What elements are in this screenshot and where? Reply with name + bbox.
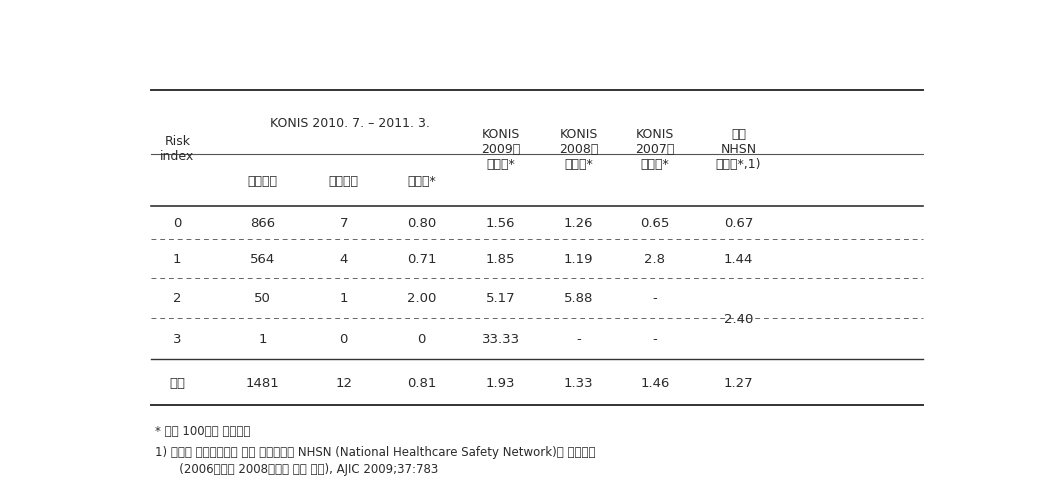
Text: 0: 0 — [173, 216, 181, 229]
Text: 감염률*: 감염률* — [408, 174, 436, 187]
Text: 0.65: 0.65 — [640, 216, 670, 229]
Text: 1.93: 1.93 — [486, 376, 516, 389]
Text: 33.33: 33.33 — [481, 332, 520, 345]
Text: KONIS
2008년
감염률*: KONIS 2008년 감염률* — [559, 127, 598, 170]
Text: 2.8: 2.8 — [645, 253, 665, 265]
Text: 1: 1 — [258, 332, 267, 345]
Text: 7: 7 — [340, 216, 348, 229]
Text: 564: 564 — [250, 253, 276, 265]
Text: (2006년부터 2008년까지 감시 결과), AJIC 2009;37:783: (2006년부터 2008년까지 감시 결과), AJIC 2009;37:78… — [168, 462, 438, 475]
Text: 5.17: 5.17 — [485, 292, 516, 305]
Text: -: - — [653, 332, 657, 345]
Text: 0.80: 0.80 — [407, 216, 436, 229]
Text: 1.26: 1.26 — [564, 216, 593, 229]
Text: -: - — [653, 292, 657, 305]
Text: 1.44: 1.44 — [724, 253, 754, 265]
Text: 2: 2 — [173, 292, 181, 305]
Text: 1) 미국의 의료관련감염 감시 네트워크인 NHSN (National Healthcare Safety Network)의 결과보고: 1) 미국의 의료관련감염 감시 네트워크인 NHSN (National He… — [155, 445, 596, 458]
Text: 1.56: 1.56 — [486, 216, 516, 229]
Text: 2.40: 2.40 — [724, 312, 754, 325]
Text: 1: 1 — [340, 292, 348, 305]
Text: 0.81: 0.81 — [407, 376, 436, 389]
Text: 1.19: 1.19 — [564, 253, 593, 265]
Text: 감염건수: 감염건수 — [329, 174, 358, 187]
Text: 50: 50 — [254, 292, 271, 305]
Text: Risk
index: Risk index — [160, 135, 195, 163]
Text: 5.88: 5.88 — [564, 292, 593, 305]
Text: 1.46: 1.46 — [640, 376, 670, 389]
Text: 미국
NHSN
감염률*,1): 미국 NHSN 감염률*,1) — [716, 127, 761, 170]
Text: 1.85: 1.85 — [486, 253, 516, 265]
Text: * 수술 100건당 감염건수: * 수술 100건당 감염건수 — [155, 424, 250, 437]
Text: 전체: 전체 — [170, 376, 185, 389]
Text: KONIS
2007년
감염률*: KONIS 2007년 감염률* — [635, 127, 675, 170]
Text: 2.00: 2.00 — [407, 292, 436, 305]
Text: 1.27: 1.27 — [724, 376, 754, 389]
Text: 0.71: 0.71 — [407, 253, 437, 265]
Text: 3: 3 — [173, 332, 181, 345]
Text: KONIS 2010. 7. – 2011. 3.: KONIS 2010. 7. – 2011. 3. — [270, 116, 431, 129]
Text: 4: 4 — [340, 253, 348, 265]
Text: KONIS
2009년
감염률*: KONIS 2009년 감염률* — [481, 127, 520, 170]
Text: 0: 0 — [417, 332, 425, 345]
Text: 0: 0 — [340, 332, 348, 345]
Text: 1481: 1481 — [245, 376, 280, 389]
Text: 1.33: 1.33 — [564, 376, 593, 389]
Text: 0.67: 0.67 — [724, 216, 754, 229]
Text: 수술건수: 수술건수 — [247, 174, 278, 187]
Text: 866: 866 — [250, 216, 276, 229]
Text: 1: 1 — [173, 253, 181, 265]
Text: 12: 12 — [335, 376, 352, 389]
Text: -: - — [576, 332, 581, 345]
